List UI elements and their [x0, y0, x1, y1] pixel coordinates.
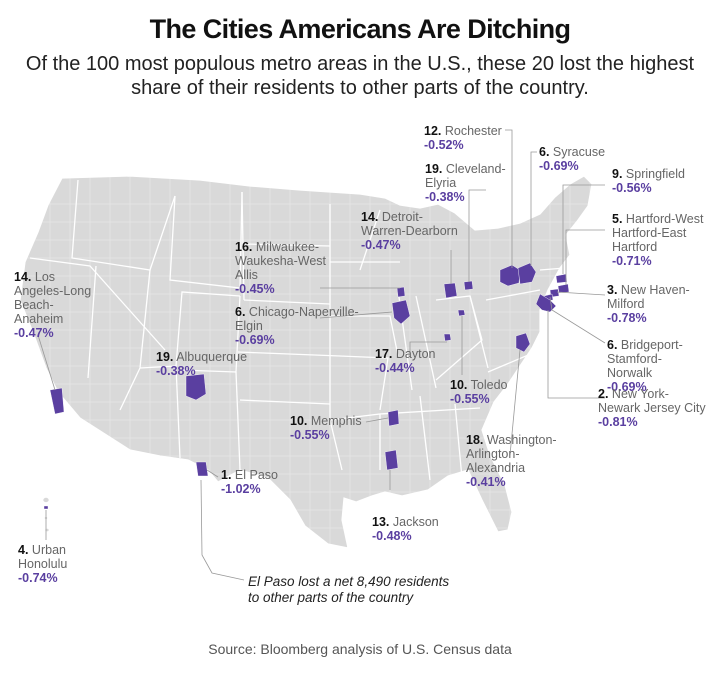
metro-shape-honolulu [43, 505, 49, 510]
metro-label-springfield: 9. Springfield -0.56% [612, 167, 685, 195]
metro-label-honolulu: 4. Urban Honolulu -0.74% [18, 543, 68, 585]
leader-lines [37, 129, 606, 581]
metro-shape-losangeles [49, 387, 65, 415]
metro-label-cleveland: 19. Cleveland-Elyria -0.38% [425, 162, 506, 204]
metro-shape-washington [515, 332, 531, 353]
metro-shape-chicago [391, 299, 411, 325]
metro-label-dayton: 17. Dayton -0.44% [375, 347, 436, 375]
metro-label-losangeles: 14. Los Angeles-Long Beach-Anaheim -0.47% [14, 270, 92, 340]
metro-label-detroit: 14. Detroit-Warren-Dearborn -0.47% [361, 210, 458, 252]
metro-shape-jackson [384, 449, 399, 471]
metro-shape-toledo [457, 309, 466, 317]
metro-shape-dayton [443, 333, 452, 342]
metro-label-chicago: 6. Chicago-Naperville-Elgin -0.69% [235, 305, 359, 347]
metro-label-syracuse: 6. Syracuse -0.69% [539, 145, 606, 173]
metro-shape-milwaukee [396, 286, 406, 298]
metro-label-toledo: 10. Toledo -0.55% [450, 378, 508, 406]
metro-label-newyork: 2. New York-Newark Jersey City -0.81% [598, 387, 706, 429]
metro-shape-albuquerque [185, 373, 207, 401]
metro-label-jackson: 13. Jackson -0.48% [372, 515, 439, 543]
metro-shape-hartford [557, 283, 570, 294]
us-land [19, 175, 593, 549]
el-paso-annotation: El Paso lost a net 8,490 residents to ot… [248, 574, 450, 605]
source-note: Source: Bloomberg analysis of U.S. Censu… [208, 641, 512, 657]
metro-shape-syracuse [517, 262, 537, 285]
chart-subtitle: Of the 100 most populous metro areas in … [25, 53, 695, 99]
metro-label-newhaven: 3. New Haven-Milford -0.78% [607, 283, 690, 325]
metro-label-washington: 18. Washington-Arlington-Alexandria -0.41… [466, 433, 557, 489]
metro-label-elpaso: 1. El Paso -1.02% [221, 468, 279, 496]
metro-label-hartford: 5. Hartford-West Hartford-East Hartford -… [612, 212, 704, 268]
metro-label-rochester: 12. Rochester -0.52% [424, 124, 502, 152]
metro-shape-elpaso [195, 461, 209, 477]
metro-shapes [43, 262, 570, 510]
metro-shape-cleveland [463, 280, 474, 291]
metro-label-milwaukee: 16. Milwaukee-Waukesha-West Allis -0.45% [235, 240, 327, 296]
metro-label-bridgeport: 6. Bridgeport-Stamford-Norwalk -0.69% [607, 338, 683, 394]
metro-shape-newyork [535, 293, 557, 313]
metro-label-albuquerque: 19. Albuquerque -0.38% [156, 350, 248, 378]
metro-shape-memphis [387, 409, 400, 427]
metro-label-memphis: 10. Memphis -0.55% [290, 414, 362, 442]
metro-shape-springfield [555, 273, 568, 284]
chart-title: The Cities Americans Are Ditching [149, 14, 571, 44]
metro-shape-detroit [443, 282, 458, 299]
